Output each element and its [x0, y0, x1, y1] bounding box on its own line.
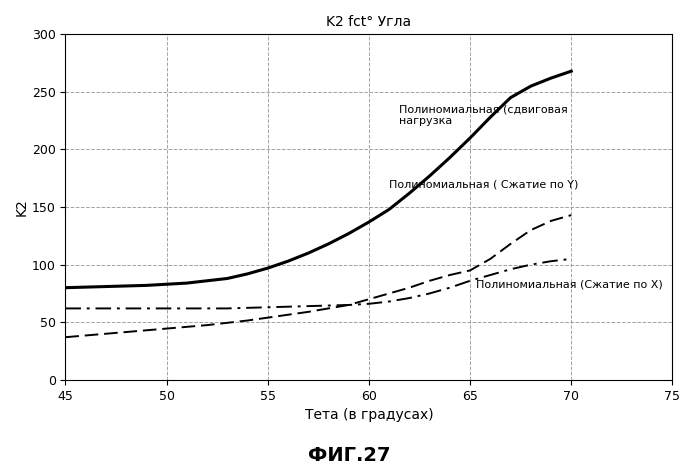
Title: K2 fct° Угла: K2 fct° Угла: [326, 15, 412, 29]
Y-axis label: K2: K2: [15, 198, 29, 216]
Text: Полиномиальная (сдвиговая
нагрузка: Полиномиальная (сдвиговая нагрузка: [399, 105, 568, 126]
Text: ФИГ.27: ФИГ.27: [308, 446, 391, 465]
Text: Полиномиальная (Сжатие по X): Полиномиальная (Сжатие по X): [476, 280, 663, 290]
X-axis label: Тета (в градусах): Тета (в градусах): [305, 408, 433, 422]
Text: Полиномиальная ( Сжатие по Y): Полиномиальная ( Сжатие по Y): [389, 180, 579, 190]
